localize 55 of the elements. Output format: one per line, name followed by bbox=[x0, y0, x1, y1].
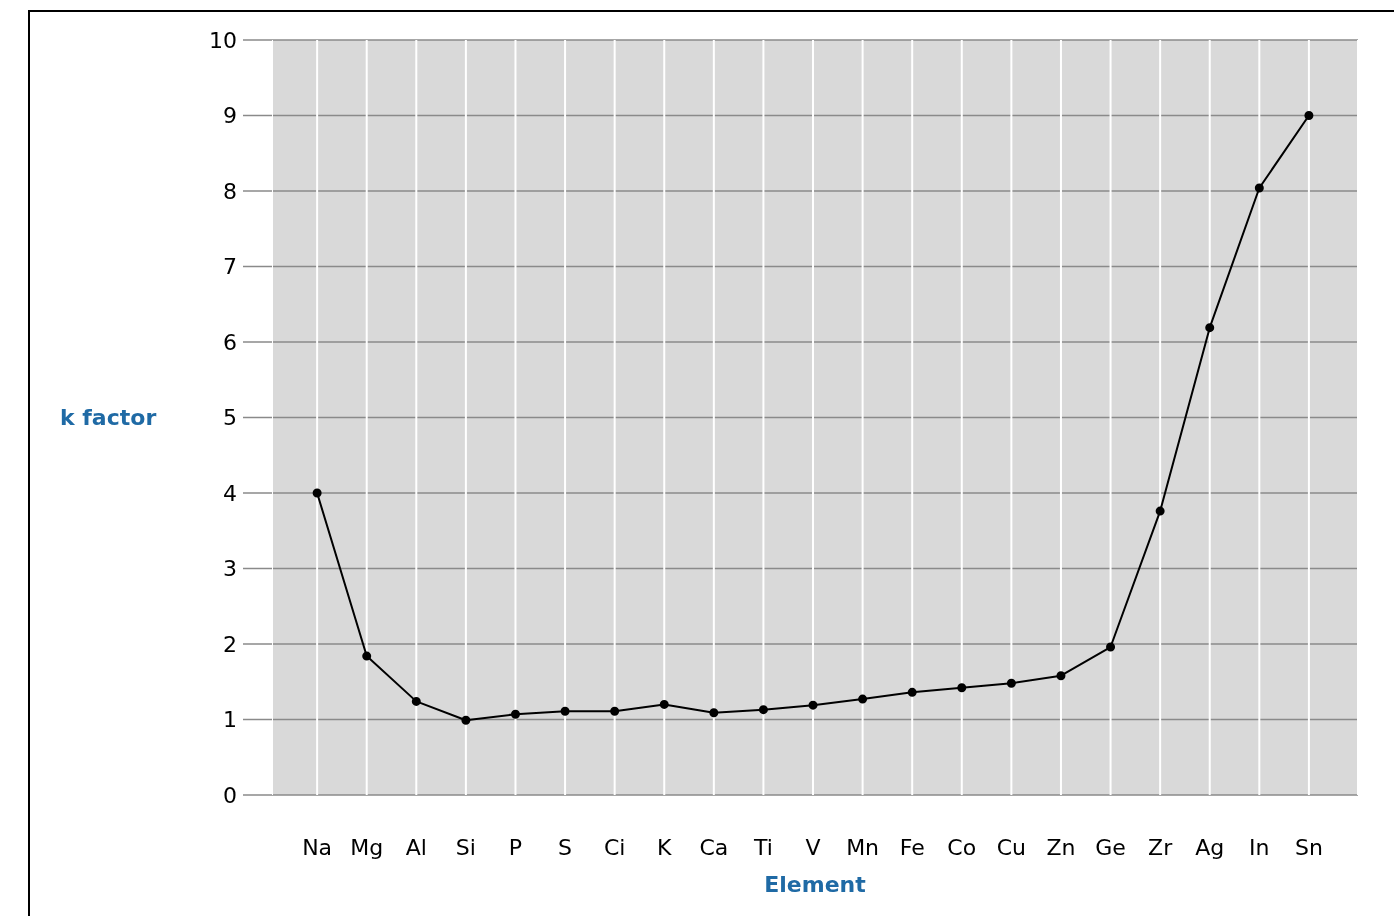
point bbox=[907, 687, 917, 697]
y-axis-title: k factor bbox=[60, 405, 157, 430]
x-tick-label: Mn bbox=[846, 834, 880, 860]
x-tick-label: In bbox=[1249, 834, 1270, 860]
y-tick-label: 9 bbox=[223, 103, 237, 129]
x-tick-label: Si bbox=[455, 834, 476, 860]
point bbox=[1205, 323, 1215, 333]
y-tick-label: 8 bbox=[223, 178, 237, 204]
x-tick-label: Ca bbox=[699, 834, 729, 860]
x-tick-label: K bbox=[657, 834, 673, 860]
point bbox=[957, 683, 967, 693]
point bbox=[461, 715, 471, 725]
x-tick-label: Zr bbox=[1148, 834, 1174, 860]
point bbox=[312, 488, 322, 498]
x-tick-label: S bbox=[558, 834, 573, 860]
x-tick-label: Zn bbox=[1046, 834, 1076, 860]
y-tick-label: 3 bbox=[223, 556, 237, 582]
point bbox=[659, 699, 669, 709]
point bbox=[1304, 111, 1314, 120]
point bbox=[1155, 506, 1165, 516]
point bbox=[411, 696, 421, 706]
x-tick-label: Sn bbox=[1294, 834, 1323, 860]
point bbox=[758, 705, 768, 715]
y-tick-label: 1 bbox=[223, 707, 237, 733]
point bbox=[510, 709, 520, 719]
x-axis-title: Element bbox=[764, 872, 867, 897]
x-tick-label: Ge bbox=[1095, 834, 1126, 860]
y-tick-label: 4 bbox=[223, 480, 237, 506]
point bbox=[1056, 671, 1066, 681]
point bbox=[560, 706, 570, 716]
point bbox=[709, 708, 719, 718]
x-tick-label: Al bbox=[405, 834, 427, 860]
y-tick-label: 10 bbox=[209, 27, 237, 53]
point bbox=[362, 651, 372, 661]
x-tick-label: Co bbox=[947, 834, 977, 860]
x-tick-label: Cu bbox=[996, 834, 1027, 860]
x-tick-label: Na bbox=[302, 834, 333, 860]
x-tick-label: Mg bbox=[350, 834, 384, 860]
x-tick-label: Fe bbox=[899, 834, 925, 860]
point bbox=[1254, 183, 1264, 193]
y-tick-label: 5 bbox=[223, 405, 237, 431]
point bbox=[808, 700, 818, 710]
point bbox=[858, 694, 868, 704]
x-tick-label: Ci bbox=[603, 834, 626, 860]
x-tick-label: P bbox=[508, 834, 523, 860]
y-tick-label: 7 bbox=[223, 254, 237, 280]
y-tick-label: 6 bbox=[223, 329, 237, 355]
x-tick-label: Ag bbox=[1195, 834, 1225, 860]
y-tick-label: 2 bbox=[223, 631, 237, 657]
point bbox=[1106, 642, 1116, 652]
x-tick-label: V bbox=[805, 834, 821, 860]
x-tick-label: Ti bbox=[752, 834, 773, 860]
point bbox=[1006, 678, 1016, 688]
point bbox=[610, 706, 620, 716]
y-tick-label: 0 bbox=[223, 782, 237, 808]
